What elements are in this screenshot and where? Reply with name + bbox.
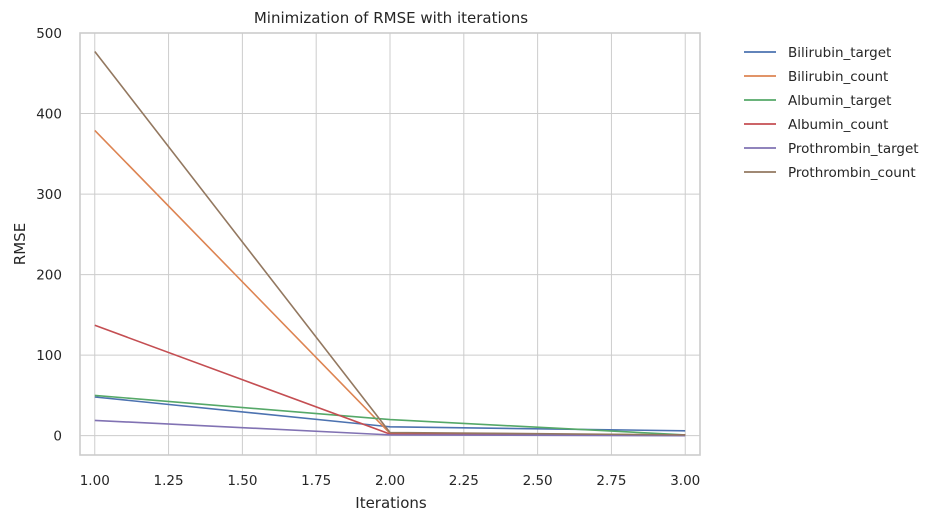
x-tick-label: 1.25	[154, 473, 184, 489]
legend-label: Bilirubin_count	[788, 69, 888, 85]
y-tick-label: 300	[36, 187, 62, 203]
legend-label: Albumin_count	[788, 117, 888, 133]
x-tick-label: 2.75	[596, 473, 626, 489]
x-tick-label: 1.00	[80, 473, 110, 489]
y-tick-label: 0	[53, 429, 62, 445]
legend-label: Bilirubin_target	[788, 45, 891, 61]
legend-label: Prothrombin_count	[788, 165, 916, 181]
y-tick-label: 500	[36, 26, 62, 42]
x-tick-label: 1.50	[227, 473, 257, 489]
grid	[80, 32, 700, 455]
legend: Bilirubin_target Bilirubin_count Albumin_t…	[744, 45, 919, 181]
series-line-prothrombin-count	[94, 51, 686, 436]
x-tick-labels: 1.00 1.25 1.50 1.75 2.00 2.25 2.50 2.75 3.00	[80, 473, 701, 489]
x-tick-label: 3.00	[670, 473, 700, 489]
series-line-albumin-target	[94, 394, 686, 436]
chart-title: Minimization of RMSE with iterations	[254, 9, 528, 27]
plot-frame	[79, 32, 701, 456]
legend-label: Prothrombin_target	[788, 141, 919, 157]
x-tick-label: 2.00	[375, 473, 405, 489]
x-tick-label: 2.25	[449, 473, 479, 489]
y-tick-labels: 0 100 200 300 400 500	[36, 26, 62, 445]
x-tick-label: 2.50	[523, 473, 553, 489]
legend-label: Albumin_target	[788, 93, 891, 109]
series-line-prothrombin-target	[94, 419, 686, 437]
y-tick-label: 200	[36, 268, 62, 284]
y-tick-label: 400	[36, 107, 62, 123]
x-tick-label: 1.75	[301, 473, 331, 489]
x-axis-label: Iterations	[355, 494, 427, 512]
series-lines	[94, 51, 686, 437]
y-axis-label: RMSE	[11, 223, 29, 265]
y-tick-label: 100	[36, 348, 62, 364]
